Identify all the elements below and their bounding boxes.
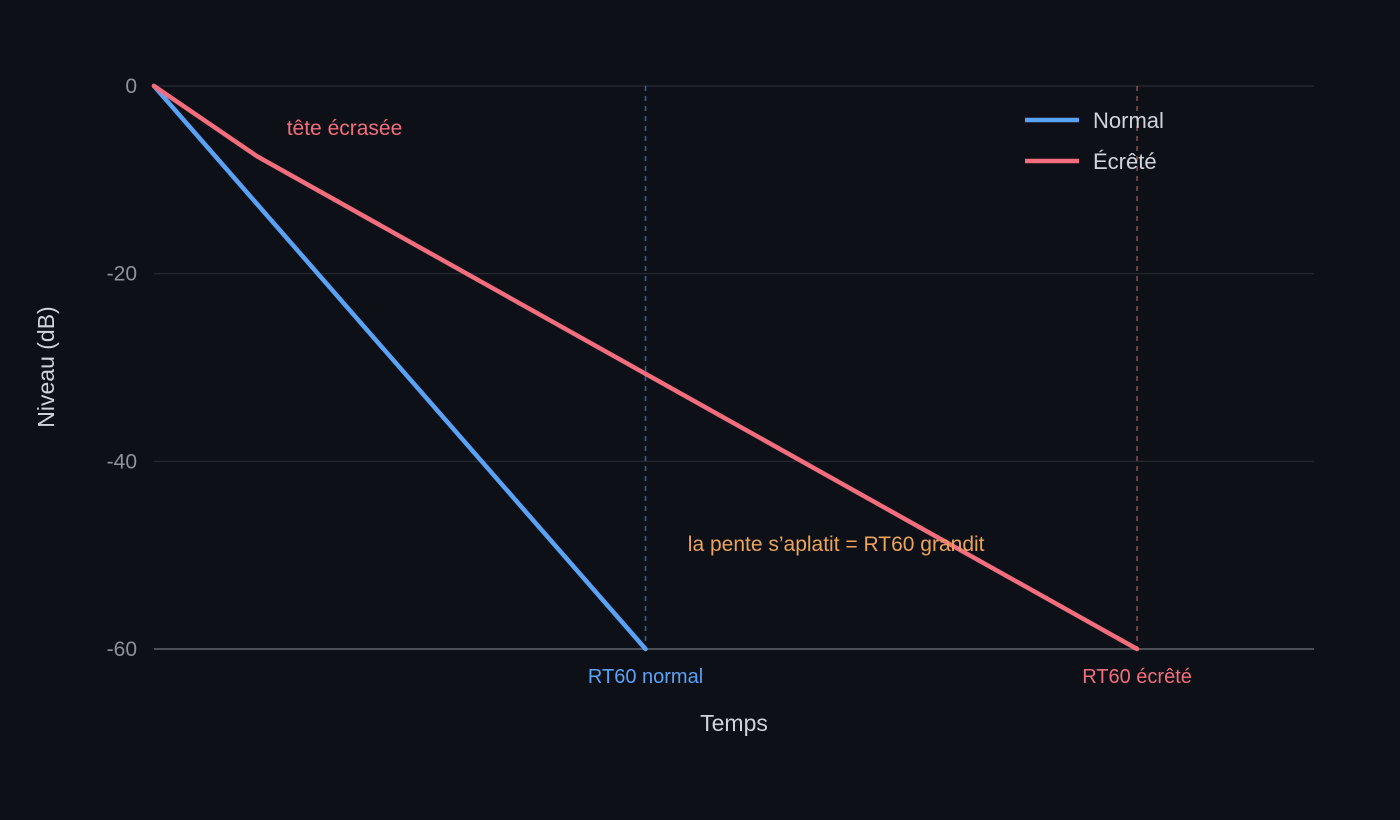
annotations: tête écrasée la pente s’aplatit = RT60 gr… — [287, 117, 985, 556]
legend-entry-label: Écrêté — [1093, 149, 1157, 174]
legend-entry-label: Normal — [1093, 108, 1164, 133]
y-axis-label: Niveau (dB) — [33, 306, 59, 427]
series-lines — [151, 83, 1140, 652]
x-axis-label: Temps — [700, 710, 768, 736]
legend: Normal Écrêté — [1025, 108, 1164, 174]
y-tick-label: 0 — [125, 75, 137, 98]
y-tick-label: -20 — [107, 263, 137, 286]
annotation-text: tête écrasée — [287, 117, 403, 140]
series-line — [151, 83, 648, 652]
rt60-markers — [644, 86, 1138, 649]
y-tick-label: -60 — [107, 638, 137, 661]
axes: 0 -20 -40 -60 RT60 normal RT60 écrêté — [107, 75, 1314, 688]
grid-lines — [154, 85, 1314, 462]
annotation-text: la pente s’aplatit = RT60 grandit — [688, 533, 985, 556]
y-tick-label: -40 — [107, 450, 137, 473]
series-line — [151, 83, 1140, 652]
rt60-marker-label: RT60 écrêté — [1082, 666, 1192, 688]
rt60-marker-label: RT60 normal — [588, 666, 703, 688]
